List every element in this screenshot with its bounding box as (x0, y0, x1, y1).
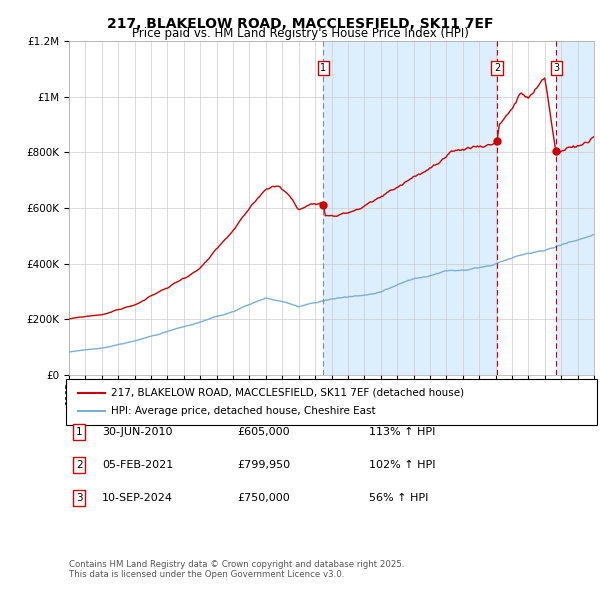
Text: £799,950: £799,950 (237, 460, 290, 470)
Text: 2: 2 (494, 63, 500, 73)
Text: 102% ↑ HPI: 102% ↑ HPI (369, 460, 436, 470)
Text: 217, BLAKELOW ROAD, MACCLESFIELD, SK11 7EF: 217, BLAKELOW ROAD, MACCLESFIELD, SK11 7… (107, 17, 493, 31)
Text: Price paid vs. HM Land Registry's House Price Index (HPI): Price paid vs. HM Land Registry's House … (131, 27, 469, 40)
Text: 2: 2 (76, 460, 83, 470)
Text: 1: 1 (320, 63, 326, 73)
Bar (323, 41, 497, 375)
Text: HPI: Average price, detached house, Cheshire East: HPI: Average price, detached house, Ches… (111, 405, 376, 415)
Text: £750,000: £750,000 (237, 493, 290, 503)
Text: 1: 1 (76, 427, 83, 437)
Text: Contains HM Land Registry data © Crown copyright and database right 2025.
This d: Contains HM Land Registry data © Crown c… (69, 560, 404, 579)
Text: £605,000: £605,000 (237, 427, 290, 437)
Bar (556, 41, 594, 375)
Text: 3: 3 (553, 63, 559, 73)
Text: 113% ↑ HPI: 113% ↑ HPI (369, 427, 436, 437)
Text: 3: 3 (76, 493, 83, 503)
Text: 56% ↑ HPI: 56% ↑ HPI (369, 493, 428, 503)
Text: 30-JUN-2010: 30-JUN-2010 (102, 427, 173, 437)
Text: 217, BLAKELOW ROAD, MACCLESFIELD, SK11 7EF (detached house): 217, BLAKELOW ROAD, MACCLESFIELD, SK11 7… (111, 388, 464, 398)
Text: 10-SEP-2024: 10-SEP-2024 (102, 493, 173, 503)
Text: 05-FEB-2021: 05-FEB-2021 (102, 460, 173, 470)
